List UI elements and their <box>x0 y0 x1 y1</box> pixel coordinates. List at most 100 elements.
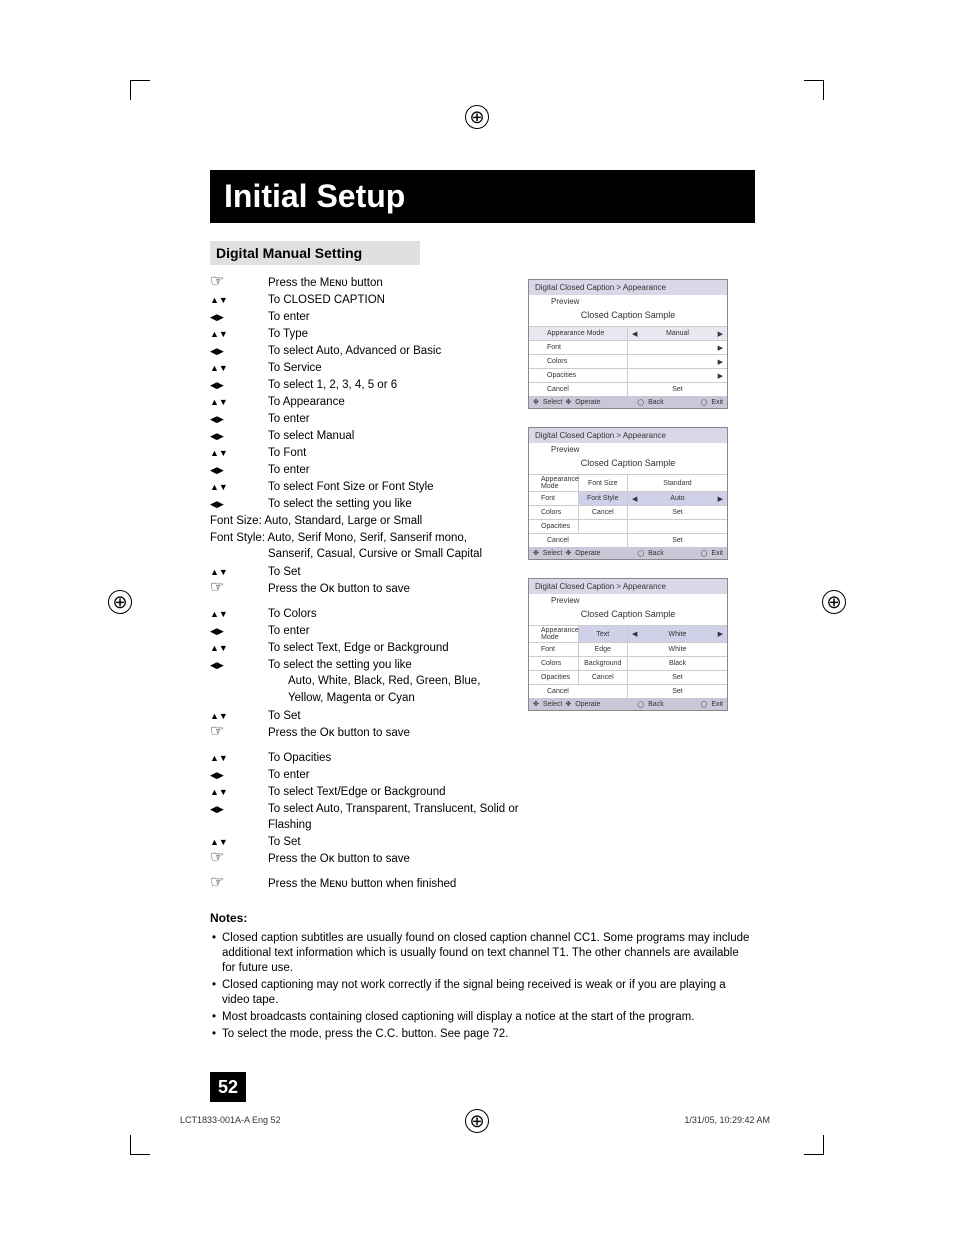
osd-menu-row: ColorsCancelSet <box>529 505 727 519</box>
up-down-arrows-icon <box>210 640 268 656</box>
instruction-step: To enter <box>210 767 528 783</box>
step-text: To Opacities <box>268 750 528 766</box>
press-button-icon <box>210 581 268 597</box>
up-down-arrows-icon <box>210 394 268 410</box>
up-down-arrows-icon <box>210 708 268 724</box>
step-text: To Set <box>268 564 528 580</box>
step-text: Press the Oᴋ button to save <box>268 725 528 741</box>
step-text: To select Text, Edge or Background <box>268 640 528 656</box>
instruction-step: To select Auto, Advanced or Basic <box>210 343 528 359</box>
instruction-step: To Colors <box>210 606 528 622</box>
font-style-note: Font Style: Auto, Serif Mono, Serif, San… <box>210 530 528 546</box>
step-text: To Appearance <box>268 394 528 410</box>
osd-menu-row: CancelSet <box>529 533 727 547</box>
step-text: To Font <box>268 445 528 461</box>
osd-panel-3: Digital Closed Caption > Appearance Prev… <box>528 578 728 711</box>
osd-preview-label: Preview <box>529 443 727 454</box>
instruction-step: To CLOSED CAPTION <box>210 292 528 308</box>
registration-mark-icon <box>822 590 846 614</box>
colors-sub: Auto, White, Black, Red, Green, Blue, <box>210 674 528 689</box>
left-right-arrows-icon <box>210 428 268 444</box>
up-down-arrows-icon <box>210 564 268 580</box>
up-down-arrows-icon <box>210 606 268 622</box>
registration-mark-icon <box>108 590 132 614</box>
osd-breadcrumb: Digital Closed Caption > Appearance <box>529 428 727 443</box>
notes-list: Closed caption subtitles are usually fou… <box>210 931 755 1042</box>
osd-menu-row: Font▶ <box>529 340 727 354</box>
step-text: To Type <box>268 326 528 342</box>
step-text: To enter <box>268 309 528 325</box>
osd-menu-row: FontFont Style◀Auto▶ <box>529 491 727 505</box>
instruction-step: Press the Oᴋ button to save <box>210 851 528 867</box>
step-text: To select Text/Edge or Background <box>268 784 528 800</box>
step-text: To select 1, 2, 3, 4, 5 or 6 <box>268 377 528 393</box>
up-down-arrows-icon <box>210 326 268 342</box>
up-down-arrows-icon <box>210 784 268 800</box>
instruction-step: To select Auto, Transparent, Translucent… <box>210 801 528 833</box>
instruction-step: To select Text, Edge or Background <box>210 640 528 656</box>
instruction-step: Press the Oᴋ button to save <box>210 581 528 597</box>
instruction-step: To select Text/Edge or Background <box>210 784 528 800</box>
instruction-step: Press the Mᴇɴᴜ button when finished <box>210 876 528 892</box>
press-button-icon <box>210 876 268 892</box>
osd-screenshots-column: Digital Closed Caption > Appearance Prev… <box>528 275 753 893</box>
instruction-step: To Opacities <box>210 750 528 766</box>
instruction-step: Press the Oᴋ button to save <box>210 725 528 741</box>
osd-preview-label: Preview <box>529 295 727 306</box>
osd-menu-row: FontEdgeWhite <box>529 642 727 656</box>
step-text: To select Font Size or Font Style <box>268 479 528 495</box>
step-text: To select Auto, Transparent, Translucent… <box>268 801 528 833</box>
instruction-step: To select the setting you like <box>210 657 528 673</box>
osd-menu-row: Appearance Mode◀Manual▶ <box>529 326 727 340</box>
instruction-step: To Set <box>210 834 528 850</box>
osd-preview-label: Preview <box>529 594 727 605</box>
step-text: Press the Mᴇɴᴜ button when finished <box>268 876 528 892</box>
osd-menu-row: Opacities <box>529 519 727 533</box>
left-right-arrows-icon <box>210 767 268 783</box>
step-text: To Colors <box>268 606 528 622</box>
step-text: To select Auto, Advanced or Basic <box>268 343 528 359</box>
step-text: To CLOSED CAPTION <box>268 292 528 308</box>
step-text: To enter <box>268 411 528 427</box>
notes-heading: Notes: <box>210 911 755 925</box>
osd-panel-2: Digital Closed Caption > Appearance Prev… <box>528 427 728 560</box>
colors-sub-2: Yellow, Magenta or Cyan <box>210 691 528 706</box>
left-right-arrows-icon <box>210 343 268 359</box>
instruction-step: To Type <box>210 326 528 342</box>
press-button-icon <box>210 725 268 741</box>
instruction-step: To Font <box>210 445 528 461</box>
step-text: To select the setting you like <box>268 496 528 512</box>
osd-footer: Select Operate Back Exit <box>529 698 727 710</box>
left-right-arrows-icon <box>210 462 268 478</box>
osd-sample-text: Closed Caption Sample <box>529 306 727 326</box>
step-text: Press the Oᴋ button to save <box>268 581 528 597</box>
crop-mark <box>804 80 824 100</box>
up-down-arrows-icon <box>210 292 268 308</box>
osd-menu-row: Appearance ModeText◀White▶ <box>529 625 727 642</box>
note-item: To select the mode, press the C.C. butto… <box>210 1027 755 1042</box>
step-text: To enter <box>268 767 528 783</box>
font-size-note: Font Size: Auto, Standard, Large or Smal… <box>210 513 528 529</box>
footer-right: 1/31/05, 10:29:42 AM <box>684 1115 770 1125</box>
instruction-step: To select Font Size or Font Style <box>210 479 528 495</box>
instruction-step: To enter <box>210 309 528 325</box>
page-title: Initial Setup <box>210 170 755 223</box>
osd-footer: Select Operate Back Exit <box>529 547 727 559</box>
osd-breadcrumb: Digital Closed Caption > Appearance <box>529 280 727 295</box>
instruction-step: To enter <box>210 462 528 478</box>
up-down-arrows-icon <box>210 360 268 376</box>
instruction-step: To Set <box>210 708 528 724</box>
instruction-step: To Appearance <box>210 394 528 410</box>
osd-footer: Select Operate Back Exit <box>529 396 727 408</box>
document-page: Initial Setup Digital Manual Setting Pre… <box>210 170 755 1102</box>
crop-mark <box>130 80 150 100</box>
instruction-step: To enter <box>210 623 528 639</box>
osd-menu-row: Opacities▶ <box>529 368 727 382</box>
registration-mark-icon <box>465 105 489 129</box>
note-item: Most broadcasts containing closed captio… <box>210 1010 755 1025</box>
osd-breadcrumb: Digital Closed Caption > Appearance <box>529 579 727 594</box>
font-style-note-2: Sanserif, Casual, Cursive or Small Capit… <box>210 547 528 562</box>
osd-menu-row: Appearance ModeFont SizeStandard <box>529 474 727 491</box>
up-down-arrows-icon <box>210 479 268 495</box>
left-right-arrows-icon <box>210 496 268 512</box>
